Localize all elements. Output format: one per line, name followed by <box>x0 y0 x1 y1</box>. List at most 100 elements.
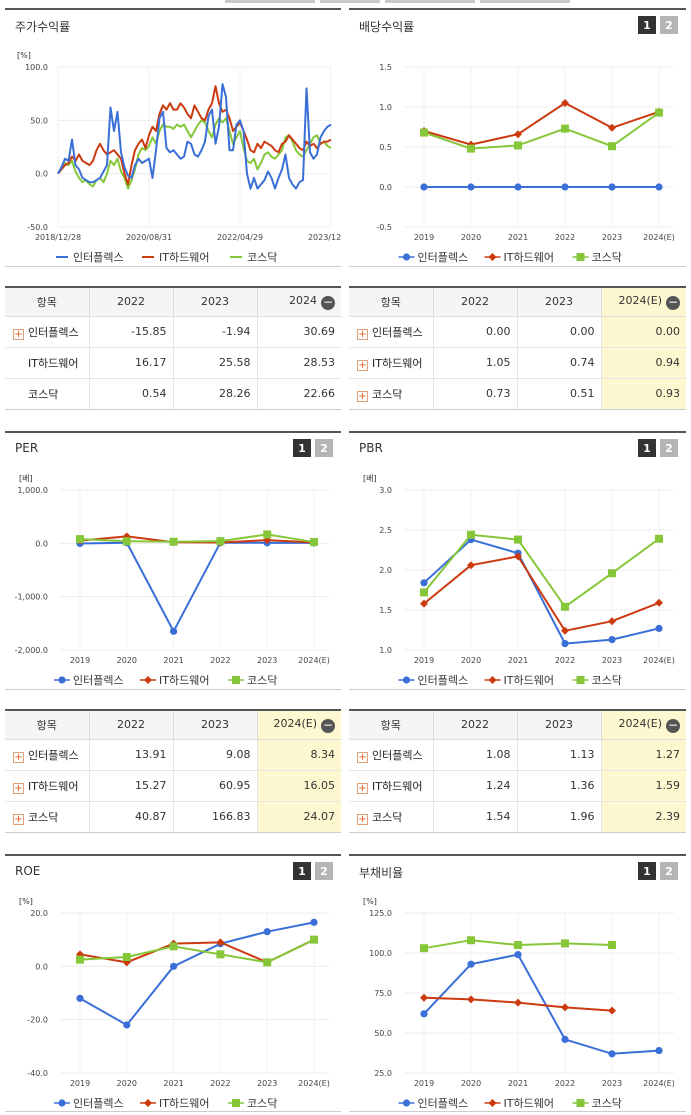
expand-plus-icon[interactable]: + <box>357 359 368 371</box>
top-tab-3[interactable] <box>385 0 475 3</box>
pbr-title: PBR <box>359 441 383 455</box>
row-label-cell[interactable]: + IT하드웨어 <box>5 770 89 802</box>
row-label-cell[interactable]: + 코스닥 <box>5 801 89 832</box>
data-point-s1 <box>420 579 428 587</box>
data-point-s3 <box>169 537 178 546</box>
collapse-minus-icon[interactable]: − <box>666 294 680 310</box>
legend-label-s2: IT하드웨어 <box>159 1096 209 1110</box>
roe-pager: 1 2 <box>293 862 333 880</box>
row-label-cell[interactable]: + 인터플렉스 <box>5 739 89 771</box>
legend-label-s2: IT하드웨어 <box>504 673 554 687</box>
y-tick-label: 1.5 <box>379 606 392 615</box>
dividend-page-1-button[interactable]: 1 <box>638 16 656 34</box>
pbr-page-1-button[interactable]: 1 <box>638 439 656 457</box>
x-tick-label: 2020 <box>461 656 481 665</box>
collapse-minus-icon[interactable]: − <box>321 294 335 310</box>
collapse-minus-icon[interactable]: − <box>666 717 680 733</box>
series-line-s3 <box>79 938 315 964</box>
x-tick-label: 2020 <box>117 656 137 665</box>
data-point-s1 <box>123 1021 131 1029</box>
stock-return-title: 주가수익률 <box>15 20 71 34</box>
collapse-minus-icon[interactable]: − <box>321 717 335 733</box>
table-row: + IT하드웨어 1.05 0.74 0.94 <box>349 347 686 379</box>
data-point-s3 <box>561 124 569 133</box>
legend-marker <box>232 1099 240 1107</box>
row-label-cell[interactable]: + IT하드웨어 <box>349 770 433 802</box>
series-line-s3 <box>423 111 660 150</box>
value-cell: 1.08 <box>432 739 517 771</box>
data-point-s3 <box>655 534 663 543</box>
per-card: PER 1 2 [배] 1,000.0 0.0 -1,000.0 -2,000.0 201… <box>5 431 341 690</box>
pbr-page-2-button[interactable]: 2 <box>660 439 678 457</box>
value-cell: 8.34 <box>256 739 341 771</box>
data-point-s3 <box>420 944 428 953</box>
data-point-s3 <box>76 955 84 964</box>
legend-label-s1: 인터플렉스 <box>418 674 469 687</box>
chart-legend: 인터플렉스 IT하드웨어 코스닥 <box>398 250 622 264</box>
column-header-year: 2022 <box>88 288 173 317</box>
row-label-cell[interactable]: + 인터플렉스 <box>349 739 433 771</box>
data-point-s2 <box>514 552 522 561</box>
expand-plus-icon[interactable]: + <box>13 328 24 340</box>
table-row: + 인터플렉스 -15.85 -1.94 30.69 <box>5 316 341 348</box>
value-cell: -1.94 <box>172 316 257 348</box>
row-label-cell[interactable]: + IT하드웨어 <box>349 347 433 379</box>
pbr-pager: 1 2 <box>638 439 678 457</box>
expand-plus-icon[interactable]: + <box>357 813 368 825</box>
expand-plus-icon[interactable]: + <box>357 751 368 763</box>
legend-label-s1: 인터플렉스 <box>418 251 469 264</box>
y-unit-label: [배] <box>363 474 377 483</box>
data-point-s2 <box>608 1006 616 1015</box>
legend-marker <box>402 253 411 261</box>
data-point-s3 <box>420 588 428 597</box>
expand-plus-icon[interactable]: + <box>13 813 24 825</box>
table-header-row: 항목 2022 2023 2024(E) − <box>5 711 341 740</box>
x-tick-label: 2020 <box>461 1079 481 1088</box>
legend-marker <box>576 253 585 261</box>
y-tick-label: -20.0 <box>27 1016 48 1025</box>
y-tick-label: -1,000.0 <box>15 593 48 602</box>
y-tick-label: 0.0 <box>35 170 48 179</box>
data-point-s2 <box>467 995 475 1004</box>
debt-page-1-button[interactable]: 1 <box>638 862 656 880</box>
per-table: 항목 2022 2023 2024(E) − + 인터플렉스 13.91 9.08 8.34 + IT… <box>5 709 341 833</box>
x-tick-label: 2020/08/31 <box>126 233 172 242</box>
top-tab-2[interactable] <box>320 0 380 3</box>
x-tick-label: 2021 <box>508 1079 528 1088</box>
per-page-1-button[interactable]: 1 <box>293 439 311 457</box>
row-label-cell[interactable]: + 코스닥 <box>349 378 433 409</box>
y-tick-label: 2.0 <box>379 566 392 575</box>
expand-plus-icon[interactable]: + <box>357 328 368 340</box>
data-point-s3 <box>608 142 616 151</box>
expand-plus-icon[interactable]: + <box>13 782 24 794</box>
roe-page-1-button[interactable]: 1 <box>293 862 311 880</box>
row-label: 인터플렉스 <box>372 748 423 762</box>
legend-label-s2: IT하드웨어 <box>504 1096 554 1110</box>
dividend-page-2-button[interactable]: 2 <box>660 16 678 34</box>
data-point-s3 <box>122 953 131 961</box>
y-unit-label: [%] <box>19 897 33 906</box>
roe-page-2-button[interactable]: 2 <box>315 862 333 880</box>
chart-legend: 인터플렉스 IT하드웨어 코스닥 <box>398 673 622 687</box>
legend-label-s3: 코스닥 <box>592 1097 622 1110</box>
per-page-2-button[interactable]: 2 <box>315 439 333 457</box>
debt-page-2-button[interactable]: 2 <box>660 862 678 880</box>
expand-plus-icon[interactable]: + <box>357 782 368 794</box>
value-cell: 0.51 <box>516 378 601 409</box>
expand-plus-icon[interactable]: + <box>13 751 24 763</box>
y-tick-label: -40.0 <box>27 1069 48 1078</box>
data-point-s2 <box>216 938 225 947</box>
value-cell: 28.53 <box>256 347 341 379</box>
top-tab-1[interactable] <box>225 0 315 3</box>
data-point-s1 <box>170 627 178 635</box>
row-label-cell[interactable]: + 인터플렉스 <box>5 316 89 348</box>
row-label-cell[interactable]: + 인터플렉스 <box>349 316 433 348</box>
series-line-s1 <box>79 921 315 1027</box>
row-label-cell[interactable]: + 코스닥 <box>349 801 433 832</box>
top-strip <box>0 0 691 6</box>
expand-plus-icon[interactable]: + <box>357 390 368 402</box>
x-tick-label: 2021 <box>163 656 183 665</box>
top-tab-4[interactable] <box>480 0 570 3</box>
data-point-s1 <box>467 183 475 191</box>
data-point-s3 <box>467 144 475 153</box>
